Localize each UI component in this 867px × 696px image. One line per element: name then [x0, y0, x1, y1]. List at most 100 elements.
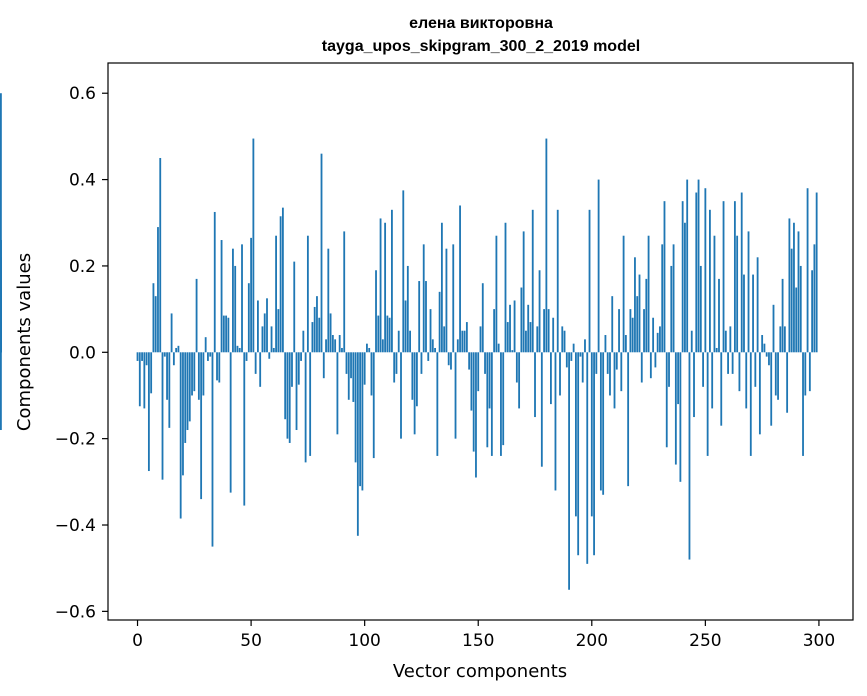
x-tick-label: 100 — [348, 631, 380, 651]
bar-182 — [550, 352, 552, 405]
bar-207 — [606, 352, 609, 374]
bar-166 — [513, 300, 516, 353]
bar-190 — [568, 352, 570, 590]
bar-110 — [386, 315, 389, 353]
bar-91 — [343, 231, 346, 353]
bar-75 — [306, 235, 309, 353]
bar-47 — [243, 352, 246, 506]
bar-290 — [795, 287, 798, 353]
bar-52 — [254, 352, 257, 374]
bar-153 — [484, 352, 486, 374]
bar-246 — [695, 192, 698, 353]
bar-44 — [236, 345, 239, 353]
y-axis-label: Components values — [14, 253, 35, 431]
bar-189 — [565, 352, 568, 368]
bar-128 — [427, 352, 430, 361]
bar-24 — [191, 352, 193, 396]
bar-71 — [297, 352, 300, 385]
bar-202 — [595, 352, 598, 374]
y-tick-label: −0.6 — [55, 602, 96, 622]
bar-121 — [411, 352, 414, 400]
bar-294 — [804, 352, 807, 396]
bar-183 — [552, 317, 555, 353]
bar-233 — [665, 352, 668, 448]
bar-108 — [381, 339, 384, 353]
bar-94 — [350, 352, 352, 379]
bar-119 — [406, 265, 409, 353]
bar-224 — [645, 278, 648, 353]
bar-241 — [684, 222, 686, 353]
bar-80 — [318, 317, 321, 353]
bar-268 — [745, 352, 748, 409]
bar-206 — [604, 335, 607, 353]
bar-42 — [232, 248, 234, 353]
bar-278 — [768, 352, 770, 366]
bar-19 — [179, 352, 182, 519]
bar-134 — [440, 222, 443, 353]
bar-214 — [622, 235, 625, 353]
bar-295 — [806, 188, 809, 353]
bar-101 — [366, 343, 368, 353]
y-tick-label: 0.6 — [69, 84, 96, 104]
bar-296 — [808, 352, 811, 392]
bar-168 — [518, 352, 521, 409]
bar-131 — [434, 347, 436, 353]
bar-197 — [584, 339, 586, 353]
bar-69 — [293, 261, 296, 353]
bar-228 — [654, 352, 657, 368]
plot-frame — [107, 62, 854, 621]
bar-173 — [529, 322, 532, 353]
bar-286 — [786, 352, 789, 413]
bar-96 — [354, 352, 357, 463]
bar-216 — [627, 352, 630, 487]
bar-7 — [152, 283, 155, 353]
bar-4 — [145, 352, 148, 366]
bar-undefined — [0, 287, 2, 353]
bar-55 — [261, 326, 264, 353]
bar-135 — [443, 326, 446, 353]
bar-84 — [327, 248, 330, 353]
bar-70 — [295, 352, 298, 431]
bar-140 — [454, 352, 457, 439]
bar-162 — [504, 222, 507, 353]
bar-232 — [663, 201, 666, 353]
bar-163 — [506, 322, 509, 353]
bar-281 — [774, 352, 777, 396]
bar-21 — [184, 352, 187, 443]
bar-103 — [370, 352, 373, 396]
bar-77 — [311, 322, 314, 353]
bar-31 — [207, 352, 209, 361]
bar-187 — [561, 326, 564, 353]
bar-179 — [543, 309, 546, 353]
bar-25 — [193, 352, 196, 392]
bar-133 — [438, 291, 441, 353]
bar-68 — [291, 352, 293, 387]
bar-11 — [161, 352, 164, 480]
bar-208 — [609, 352, 611, 396]
bar-248 — [699, 265, 702, 353]
bar-29 — [202, 352, 205, 396]
bar-60 — [272, 347, 275, 353]
bar-191 — [570, 352, 573, 361]
bar-155 — [488, 352, 491, 409]
bar-167 — [515, 352, 518, 383]
bar-267 — [743, 274, 745, 353]
bar-123 — [415, 352, 418, 407]
bar-169 — [520, 287, 523, 353]
bar-37 — [220, 240, 223, 353]
x-tick-label: 300 — [803, 631, 835, 651]
bar-240 — [681, 201, 684, 353]
x-tick-label: 150 — [462, 631, 494, 651]
bar-59 — [270, 326, 273, 353]
bar-116 — [400, 352, 402, 439]
bar-297 — [811, 270, 814, 353]
bar-146 — [468, 352, 471, 370]
bar-undefined — [0, 93, 2, 353]
bar-143 — [461, 330, 464, 353]
bar-undefined — [0, 352, 2, 431]
bar-198 — [586, 352, 589, 564]
bar-243 — [688, 352, 691, 560]
bar-242 — [686, 179, 689, 353]
bar-149 — [475, 352, 477, 478]
bar-136 — [445, 248, 448, 353]
